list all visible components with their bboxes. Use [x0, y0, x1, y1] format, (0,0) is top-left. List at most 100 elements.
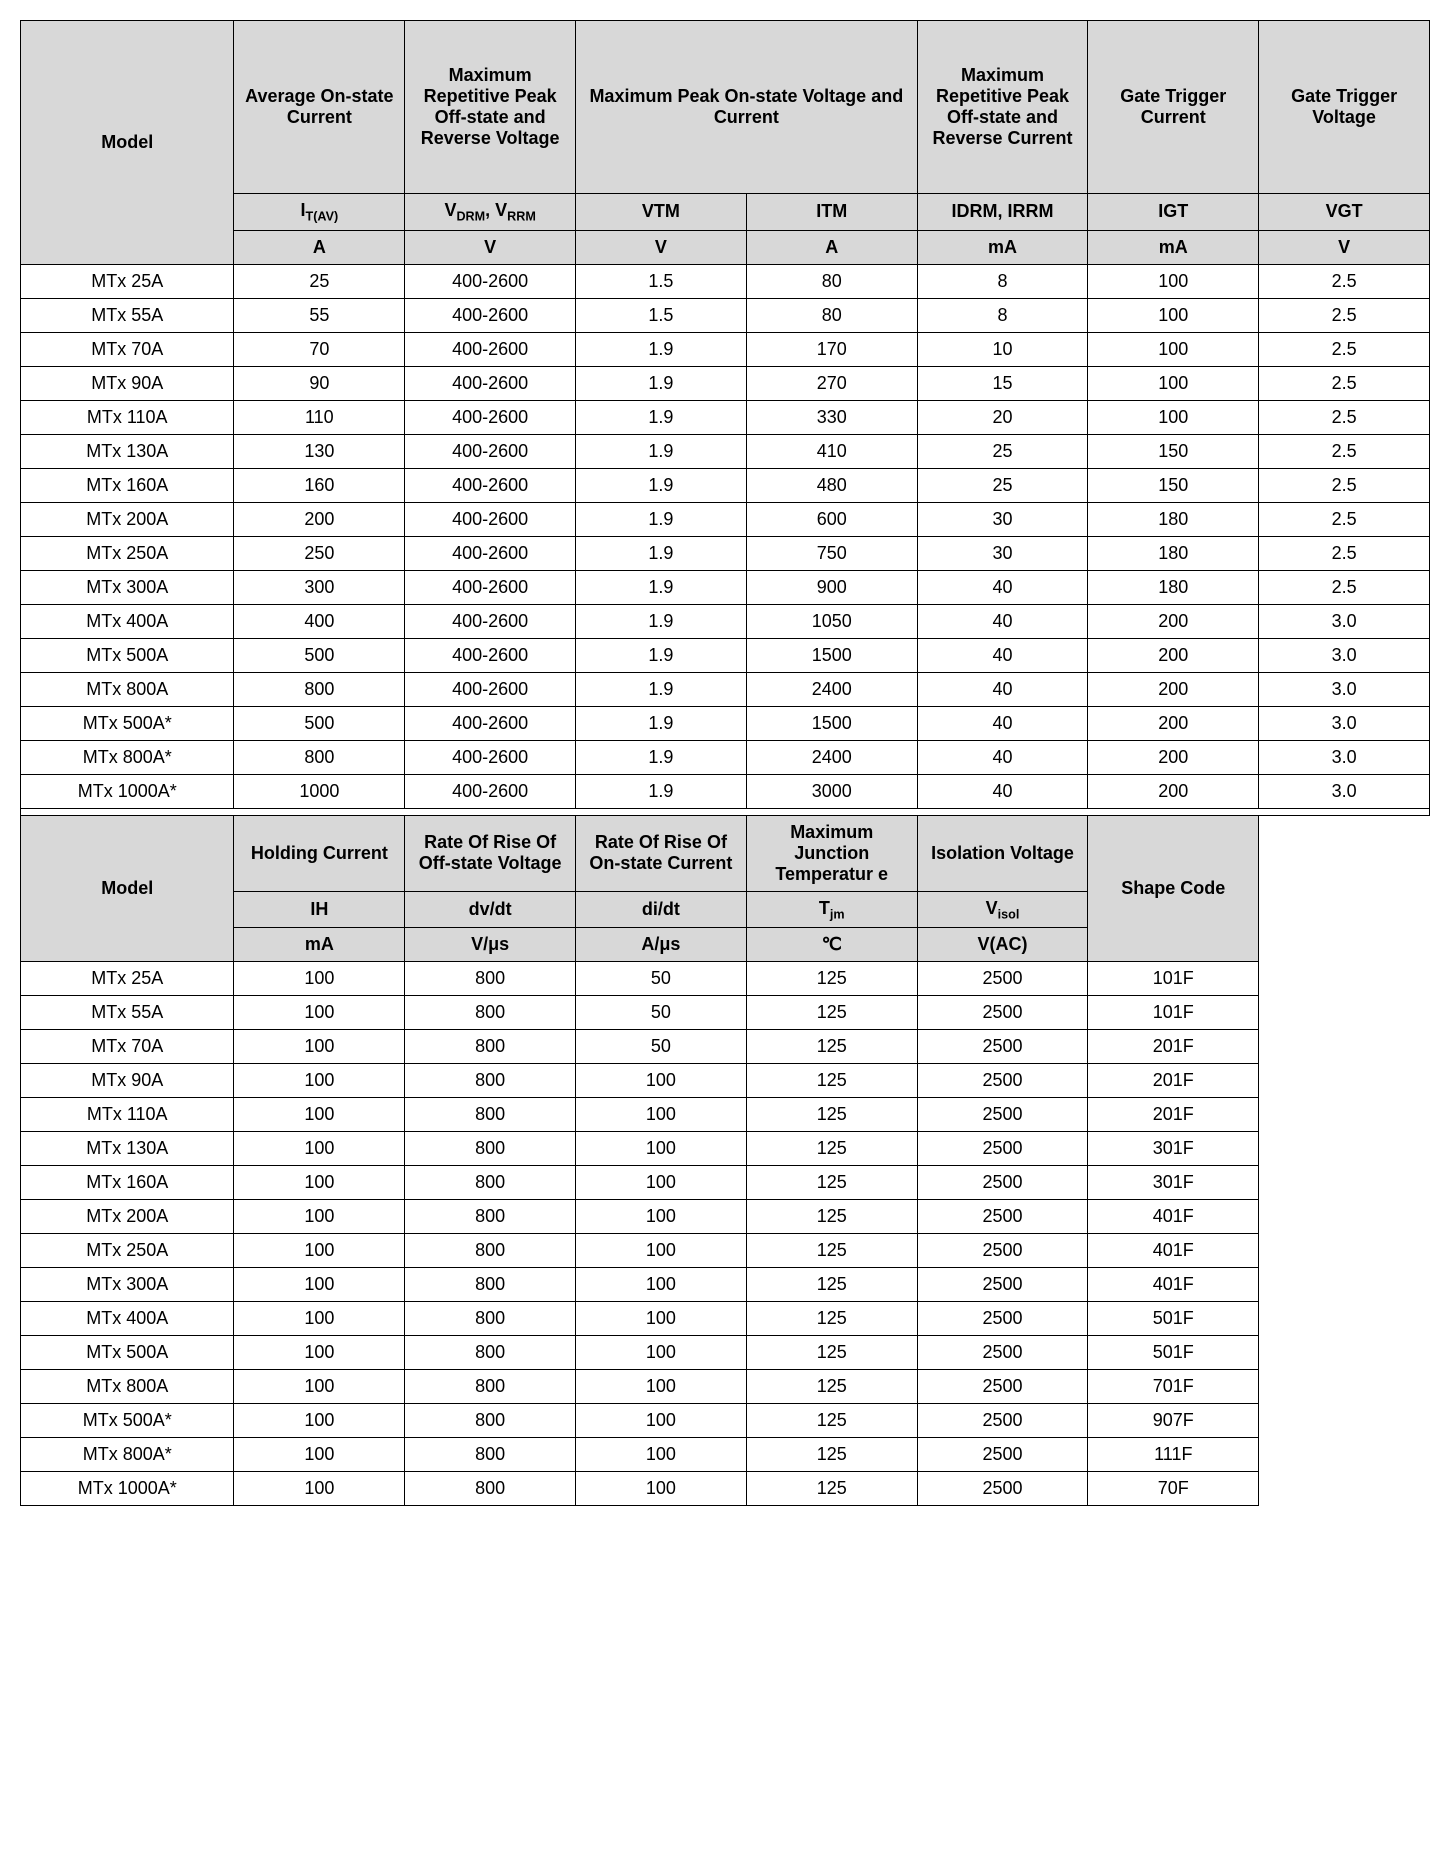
table-cell: 1.9	[576, 434, 747, 468]
table-cell: 100	[576, 1336, 747, 1370]
table-cell: 2500	[917, 1336, 1088, 1370]
table-cell: 40	[917, 672, 1088, 706]
table-cell: 100	[234, 1098, 405, 1132]
table-cell: 125	[746, 1030, 917, 1064]
table-cell: MTx 160A	[21, 1166, 234, 1200]
table-cell: MTx 200A	[21, 1200, 234, 1234]
table-cell: 100	[234, 1200, 405, 1234]
table-cell: 400-2600	[405, 672, 576, 706]
t1-unit-6: V	[1259, 230, 1430, 264]
table-cell: 410	[746, 434, 917, 468]
table-cell: 1.9	[576, 400, 747, 434]
table-row: MTx 110A1008001001252500201F	[21, 1098, 1430, 1132]
table-row: MTx 800A*800400-26001.92400402003.0	[21, 740, 1430, 774]
spec-table: Model Average On-state Current Maximum R…	[20, 20, 1430, 1506]
table-cell: 2500	[917, 1438, 1088, 1472]
t2-hdr-ih: Holding Current	[234, 815, 405, 891]
table-cell: 330	[746, 400, 917, 434]
table-cell: 125	[746, 1268, 917, 1302]
table-cell: MTx 500A*	[21, 706, 234, 740]
table-cell-empty	[1259, 1132, 1430, 1166]
table-cell: 200	[1088, 706, 1259, 740]
table-row: MTx 400A1008001001252500501F	[21, 1302, 1430, 1336]
table-cell: 2500	[917, 1370, 1088, 1404]
table-cell: 40	[917, 638, 1088, 672]
table-cell: 150	[1088, 468, 1259, 502]
table-cell: 10	[917, 332, 1088, 366]
table-cell: 100	[234, 1030, 405, 1064]
table-cell: 2.5	[1259, 400, 1430, 434]
table-row: MTx 55A55400-26001.58081002.5	[21, 298, 1430, 332]
table-cell: 170	[746, 332, 917, 366]
table-cell: 200	[1088, 740, 1259, 774]
table-cell-empty	[1259, 996, 1430, 1030]
t1-sym-itav: IT(AV)	[234, 194, 405, 231]
table-cell: MTx 400A	[21, 604, 234, 638]
table-cell: 1.5	[576, 264, 747, 298]
table-cell: 800	[405, 1370, 576, 1404]
table-cell: MTx 110A	[21, 400, 234, 434]
t1-unit-5: mA	[1088, 230, 1259, 264]
table-cell: 1.9	[576, 366, 747, 400]
table-cell: 400-2600	[405, 638, 576, 672]
table-cell: 100	[576, 1132, 747, 1166]
table-cell-empty	[1259, 1064, 1430, 1098]
table-cell: 900	[746, 570, 917, 604]
table-cell: 2.5	[1259, 570, 1430, 604]
table-cell: 800	[405, 1200, 576, 1234]
table-cell: 600	[746, 502, 917, 536]
table-cell: 3.0	[1259, 740, 1430, 774]
table-cell: 1050	[746, 604, 917, 638]
table-cell: 100	[576, 1472, 747, 1506]
table-cell: 100	[576, 1370, 747, 1404]
table-cell: MTx 90A	[21, 1064, 234, 1098]
table-cell: MTx 25A	[21, 264, 234, 298]
table-cell: MTx 25A	[21, 962, 234, 996]
table-cell: 400-2600	[405, 298, 576, 332]
table-cell-empty	[1259, 1200, 1430, 1234]
table-cell: 100	[234, 1302, 405, 1336]
table-cell: 800	[234, 740, 405, 774]
table-row: MTx 130A1008001001252500301F	[21, 1132, 1430, 1166]
table-cell: 800	[405, 1268, 576, 1302]
t2-sym-visol: Visol	[917, 891, 1088, 928]
table-cell: 25	[917, 434, 1088, 468]
table-row: MTx 70A70400-26001.9170101002.5	[21, 332, 1430, 366]
table-row: MTx 500A500400-26001.91500402003.0	[21, 638, 1430, 672]
table-cell: 125	[746, 962, 917, 996]
table-cell: 55	[234, 298, 405, 332]
table-cell: MTx 400A	[21, 1302, 234, 1336]
table-cell: 1.9	[576, 536, 747, 570]
table-cell: MTx 70A	[21, 1030, 234, 1064]
table-cell: 100	[234, 1336, 405, 1370]
table-cell: 111F	[1088, 1438, 1259, 1472]
table-cell: 2400	[746, 672, 917, 706]
table-cell: 100	[576, 1268, 747, 1302]
table-cell: 201F	[1088, 1030, 1259, 1064]
table-cell: 400-2600	[405, 366, 576, 400]
t2-hdr-visol: Isolation Voltage	[917, 815, 1088, 891]
t2-unit-2: A/μs	[576, 928, 747, 962]
table-cell: 1.9	[576, 468, 747, 502]
table-cell: 800	[405, 1302, 576, 1336]
table-cell-empty	[1259, 1030, 1430, 1064]
table-cell: 301F	[1088, 1166, 1259, 1200]
table-cell-empty	[1259, 1166, 1430, 1200]
table-cell: 125	[746, 1302, 917, 1336]
table-cell: 1000	[234, 774, 405, 808]
table-cell: 100	[576, 1234, 747, 1268]
table-cell: 1.9	[576, 740, 747, 774]
table-cell: 150	[1088, 434, 1259, 468]
table-cell: 1.5	[576, 298, 747, 332]
t1-unit-4: mA	[917, 230, 1088, 264]
table-cell: 500	[234, 706, 405, 740]
table-row: MTx 300A300400-26001.9900401802.5	[21, 570, 1430, 604]
table-row: MTx 1000A*100800100125250070F	[21, 1472, 1430, 1506]
table-cell: MTx 160A	[21, 468, 234, 502]
t2-hdr-dvdt: Rate Of Rise Of Off-state Voltage	[405, 815, 576, 891]
t2-hdr-empty	[1259, 815, 1430, 962]
table-cell-empty	[1259, 1098, 1430, 1132]
table-cell: 25	[234, 264, 405, 298]
t1-sym-vgt: VGT	[1259, 194, 1430, 231]
table-cell: 80	[746, 298, 917, 332]
